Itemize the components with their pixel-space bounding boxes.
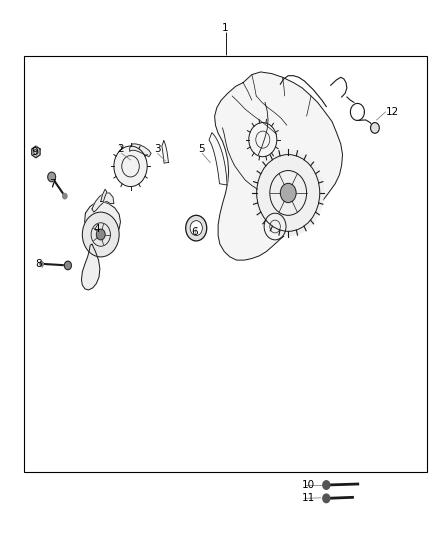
Polygon shape: [81, 244, 100, 290]
Text: 2: 2: [117, 144, 124, 154]
Text: 4: 4: [93, 224, 100, 234]
Circle shape: [114, 146, 147, 187]
Text: 7: 7: [49, 179, 56, 189]
Circle shape: [323, 481, 330, 489]
Circle shape: [190, 221, 202, 236]
Polygon shape: [215, 72, 343, 260]
Circle shape: [186, 215, 207, 241]
Text: 11: 11: [302, 494, 315, 503]
Circle shape: [64, 261, 71, 270]
Polygon shape: [101, 189, 107, 201]
Text: 5: 5: [198, 144, 205, 154]
Bar: [24, 56, 427, 472]
Text: 6: 6: [191, 227, 198, 237]
Circle shape: [63, 193, 67, 199]
Circle shape: [82, 212, 119, 257]
Text: 12: 12: [385, 107, 399, 117]
Polygon shape: [32, 146, 40, 158]
Text: 1: 1: [222, 23, 229, 33]
Circle shape: [96, 229, 105, 240]
Text: 3: 3: [154, 144, 161, 154]
Circle shape: [280, 183, 296, 203]
Text: 9: 9: [32, 147, 39, 157]
Polygon shape: [209, 133, 227, 185]
Circle shape: [48, 172, 56, 182]
Polygon shape: [85, 201, 120, 241]
Circle shape: [323, 494, 330, 503]
Polygon shape: [162, 141, 168, 163]
Text: 10: 10: [302, 480, 315, 490]
Polygon shape: [130, 144, 151, 157]
Circle shape: [40, 262, 43, 266]
Polygon shape: [92, 193, 114, 212]
Circle shape: [371, 123, 379, 133]
Circle shape: [253, 150, 323, 236]
Text: 8: 8: [35, 259, 42, 269]
